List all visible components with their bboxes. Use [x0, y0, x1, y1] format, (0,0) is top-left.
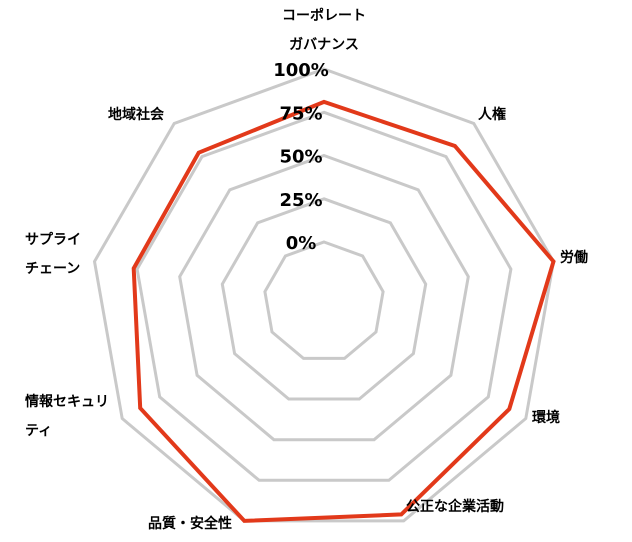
category-label-3-line-0: 環境 [532, 409, 560, 426]
category-labels: コーポレートガバナンス人権労働環境公正な企業活動品質・安全性情報セキュリティサプ… [25, 7, 588, 532]
category-label-5: 品質・安全性 [148, 515, 232, 532]
category-label-1-line-0: 人権 [478, 106, 506, 123]
series-layer [131, 99, 556, 523]
category-label-0-line-1: ガバナンス [289, 37, 359, 53]
category-label-0-line-0: コーポレート [282, 7, 366, 24]
grid-layer [92, 67, 556, 523]
tick-label-2: 50% [279, 147, 322, 168]
grid-ring-3 [135, 110, 513, 482]
category-label-8: 地域社会 [108, 106, 165, 123]
series-line-0 [131, 99, 556, 523]
grid-ring-2 [178, 153, 470, 442]
category-label-3: 環境 [532, 409, 560, 426]
category-label-4-line-0: 公正な企業活動 [406, 498, 504, 515]
category-label-6-line-0: 情報セキュリ [25, 393, 109, 410]
category-label-2-line-0: 労働 [560, 249, 588, 266]
category-label-5-line-0: 品質・安全性 [148, 515, 232, 532]
tick-label-3: 75% [279, 103, 322, 124]
category-label-0: コーポレートガバナンス [282, 7, 366, 53]
tick-label-4: 100% [273, 60, 329, 81]
category-label-8-line-0: 地域社会 [108, 106, 165, 123]
category-label-7-line-1: チェーン [25, 261, 80, 277]
category-label-7: サプライチェーン [25, 232, 81, 277]
category-label-6: 情報セキュリティ [25, 393, 109, 439]
category-label-6-line-1: ティ [25, 423, 52, 439]
tick-label-1: 25% [279, 190, 322, 211]
tick-labels: 0% 25% 50% 75% 100% [273, 60, 329, 254]
grid-ring-4 [92, 67, 556, 523]
category-label-4: 公正な企業活動 [406, 498, 504, 515]
grid-ring-0 [263, 240, 385, 360]
category-label-7-line-0: サプライ [25, 232, 81, 248]
grid-ring-1 [220, 197, 428, 401]
category-label-2: 労働 [560, 249, 588, 266]
tick-label-0: 0% [286, 233, 317, 254]
category-label-1: 人権 [478, 106, 506, 123]
